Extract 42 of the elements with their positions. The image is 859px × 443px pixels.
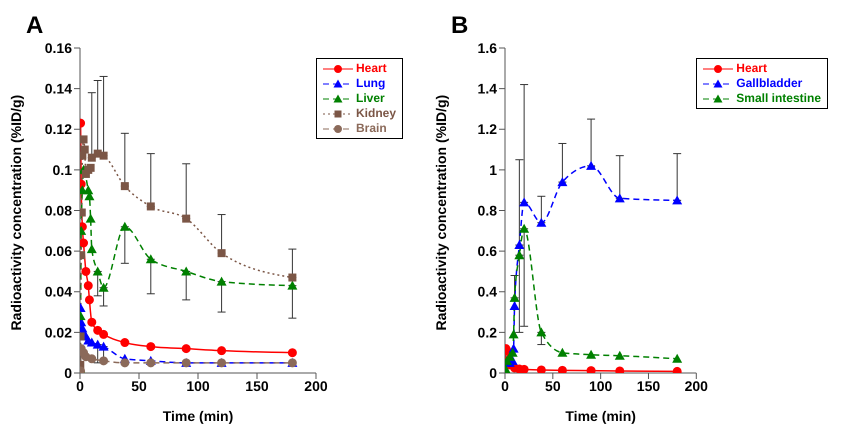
y-tick-label: 0.16 [44,40,72,56]
x-tick-label: 0 [76,378,84,394]
y-tick-label: 0.12 [44,121,72,138]
chart-title: A [26,12,44,40]
legend-label: Brain [356,121,387,136]
y-tick-label: 0.1 [52,162,72,178]
legend-label: Liver [356,91,385,106]
x-tick-label: 0 [501,378,510,394]
x-tick-label: 150 [636,378,660,394]
y-tick-label: 1.4 [478,80,498,97]
x-axis-title: Time (min) [565,408,636,424]
y-tick-label: 1.6 [478,40,498,56]
y-tick-label: 0.06 [44,243,72,260]
y-axis-title: Radioactivity concentration (%ID/g) [432,94,449,330]
legend-label: Lung [356,76,386,91]
x-tick-label: 50 [545,378,561,394]
y-tick-label: 0.4 [478,284,498,300]
legend-label: Heart [736,61,767,76]
chart-title: B [451,12,468,40]
x-tick-label: 100 [186,378,210,394]
y-tick-label: 0 [64,364,72,381]
x-tick-label: 200 [684,378,708,394]
y-tick-label: 1.2 [478,121,498,138]
y-tick-label: 1 [489,162,498,178]
x-tick-label: 50 [131,378,147,394]
x-tick-label: 100 [588,378,613,394]
y-tick-label: 0.6 [478,243,498,260]
y-tick-label: 0.14 [44,80,72,97]
x-tick-label: 200 [304,378,328,394]
y-tick-label: 0.04 [44,284,72,300]
y-tick-label: 0.2 [478,324,498,340]
x-tick-label: 150 [245,378,269,394]
legend-label: Heart [356,61,387,76]
x-axis-title: Time (min) [162,408,234,424]
y-tick-label: 0.02 [44,324,72,340]
y-tick-label: 0.8 [478,202,498,218]
y-tick-label: 0 [489,364,498,381]
legend-label: Gallbladder [736,76,802,91]
y-axis-title: Radioactivity concentration (%ID/g) [8,94,24,330]
legend-label: Small intestine [736,91,821,106]
y-tick-label: 0.08 [44,202,72,218]
legend-label: Kidney [356,106,396,121]
